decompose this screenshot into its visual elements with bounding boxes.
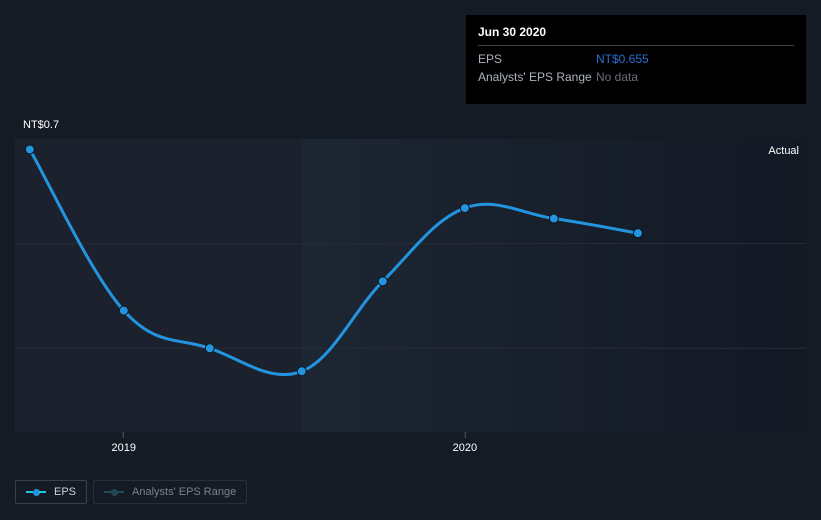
x-tick-label: 2020 (453, 442, 477, 454)
legend-swatch-icon (104, 489, 124, 496)
eps-chart[interactable] (15, 139, 806, 432)
x-tick-label: 2019 (112, 442, 136, 454)
legend-label: Analysts' EPS Range (132, 486, 236, 498)
legend-item-analysts-range[interactable]: Analysts' EPS Range (93, 480, 247, 504)
x-tick-mark (464, 432, 465, 438)
x-axis-tick: 2020 (453, 432, 477, 454)
tooltip-date: Jun 30 2020 (478, 25, 794, 46)
legend-swatch-icon (26, 489, 46, 496)
tooltip-row: EPS NT$0.655 (478, 50, 794, 68)
x-axis: 2019 2020 (15, 432, 806, 460)
legend-label: EPS (54, 486, 76, 498)
legend-item-eps[interactable]: EPS (15, 480, 87, 504)
tooltip-box: Jun 30 2020 EPS NT$0.655 Analysts' EPS R… (466, 15, 806, 104)
x-axis-tick: 2019 (112, 432, 136, 454)
tooltip-row-label: EPS (478, 52, 596, 66)
x-tick-mark (123, 432, 124, 438)
actual-label: Actual (768, 145, 799, 157)
tooltip-row-value: No data (596, 70, 638, 84)
tooltip-row-value: NT$0.655 (596, 52, 649, 66)
tooltip-row: Analysts' EPS Range No data (478, 68, 794, 86)
legend: EPS Analysts' EPS Range (15, 480, 247, 504)
tooltip-row-label: Analysts' EPS Range (478, 70, 596, 84)
y-axis-top-label: NT$0.7 (23, 119, 59, 131)
